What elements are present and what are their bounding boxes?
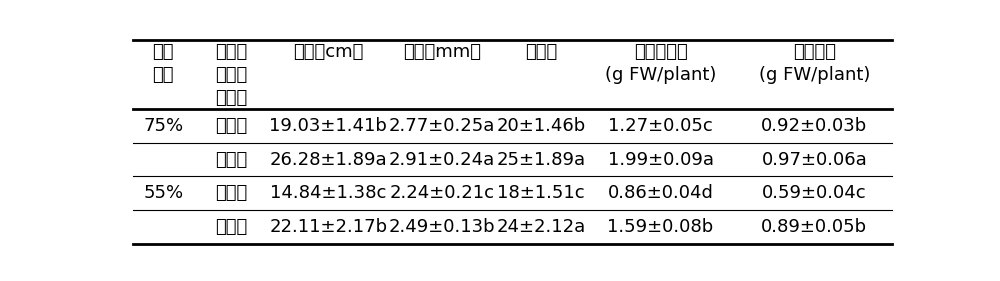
- Text: 1.99±0.09a: 1.99±0.09a: [608, 151, 714, 169]
- Text: 55%: 55%: [143, 184, 183, 202]
- Text: 对照组: 对照组: [215, 184, 248, 202]
- Text: 球囊霉: 球囊霉: [215, 66, 248, 84]
- Text: 实施组: 实施组: [215, 218, 248, 236]
- Text: 实施组: 实施组: [215, 151, 248, 169]
- Text: 0.86±0.04d: 0.86±0.04d: [608, 184, 714, 202]
- Text: 25±1.89a: 25±1.89a: [496, 151, 586, 169]
- Text: 18±1.51c: 18±1.51c: [497, 184, 585, 202]
- Text: 易提取: 易提取: [215, 43, 248, 61]
- Text: 0.92±0.03b: 0.92±0.03b: [761, 117, 868, 135]
- Text: 株高（cm）: 株高（cm）: [293, 43, 364, 61]
- Text: (g FW/plant): (g FW/plant): [759, 66, 870, 84]
- Text: 0.59±0.04c: 0.59±0.04c: [762, 184, 867, 202]
- Text: 1.59±0.08b: 1.59±0.08b: [607, 218, 714, 236]
- Text: 24±2.12a: 24±2.12a: [496, 218, 586, 236]
- Text: 地下部鲜: 地下部鲜: [793, 43, 836, 61]
- Text: (g FW/plant): (g FW/plant): [605, 66, 716, 84]
- Text: 19.03±1.41b: 19.03±1.41b: [269, 117, 387, 135]
- Text: 2.24±0.21c: 2.24±0.21c: [390, 184, 495, 202]
- Text: 20±1.46b: 20±1.46b: [496, 117, 586, 135]
- Text: 素处理: 素处理: [215, 89, 248, 107]
- Text: 75%: 75%: [143, 117, 183, 135]
- Text: 水分: 水分: [152, 43, 174, 61]
- Text: 0.89±0.05b: 0.89±0.05b: [761, 218, 867, 236]
- Text: 1.27±0.05c: 1.27±0.05c: [608, 117, 713, 135]
- Text: 0.97±0.06a: 0.97±0.06a: [762, 151, 867, 169]
- Text: 地上部鲜重: 地上部鲜重: [634, 43, 687, 61]
- Text: 对照组: 对照组: [215, 117, 248, 135]
- Text: 14.84±1.38c: 14.84±1.38c: [270, 184, 387, 202]
- Text: 处理: 处理: [152, 66, 174, 84]
- Text: 26.28±1.89a: 26.28±1.89a: [270, 151, 387, 169]
- Text: 茎粗（mm）: 茎粗（mm）: [403, 43, 481, 61]
- Text: 叶片数: 叶片数: [525, 43, 557, 61]
- Text: 2.91±0.24a: 2.91±0.24a: [389, 151, 495, 169]
- Text: 2.77±0.25a: 2.77±0.25a: [389, 117, 495, 135]
- Text: 22.11±2.17b: 22.11±2.17b: [269, 218, 387, 236]
- Text: 2.49±0.13b: 2.49±0.13b: [389, 218, 496, 236]
